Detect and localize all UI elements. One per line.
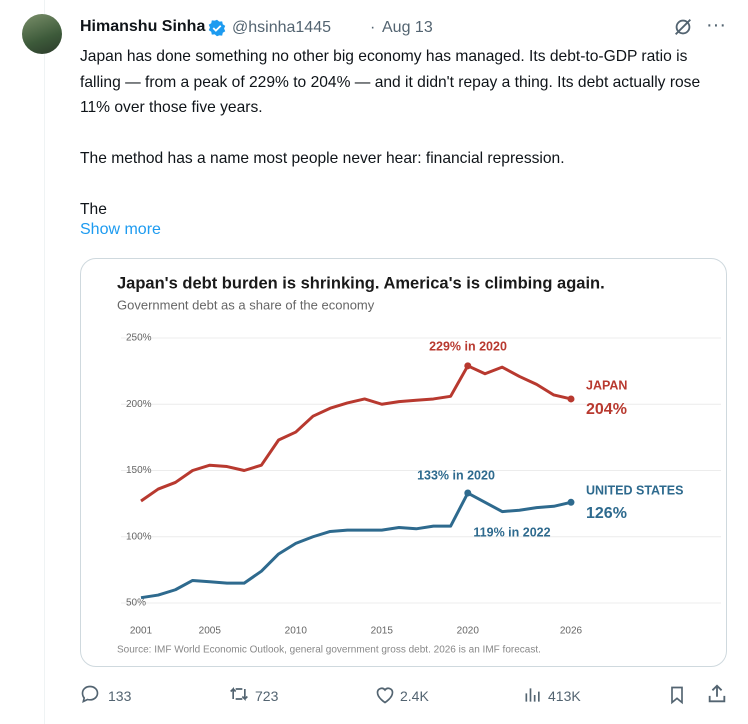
reply-count[interactable]: 133 bbox=[108, 688, 132, 704]
chart: Japan's debt burden is shrinking. Americ… bbox=[117, 274, 721, 656]
author-handle[interactable]: @hsinha1445 bbox=[232, 19, 331, 36]
paragraph: The method has a name most people never … bbox=[80, 150, 565, 167]
post-text: Japan has done something no other big ec… bbox=[80, 44, 720, 248]
avatar[interactable] bbox=[22, 14, 62, 54]
point-marker bbox=[567, 498, 575, 506]
grok-icon[interactable] bbox=[672, 16, 694, 38]
chart-subtitle: Government debt as a share of the econom… bbox=[117, 297, 375, 312]
point-marker bbox=[464, 489, 472, 497]
x-tick-label: 2020 bbox=[457, 626, 480, 637]
x-tick-label: 2010 bbox=[285, 626, 308, 637]
annotation: 229% in 2020 bbox=[429, 339, 507, 353]
repost-count[interactable]: 723 bbox=[255, 688, 279, 704]
view-count[interactable]: 413K bbox=[548, 688, 581, 704]
series-line bbox=[140, 364, 572, 503]
share-icon[interactable] bbox=[706, 683, 728, 705]
y-tick-label: 250% bbox=[126, 333, 152, 344]
bookmark-icon[interactable] bbox=[667, 684, 687, 706]
series-label: UNITED STATES bbox=[586, 483, 683, 497]
series-label: JAPAN bbox=[586, 378, 627, 392]
y-tick-label: 50% bbox=[126, 598, 146, 609]
point-marker bbox=[567, 395, 575, 403]
x-tick-label: 2015 bbox=[371, 626, 394, 637]
chart-title: Japan's debt burden is shrinking. Americ… bbox=[117, 274, 605, 292]
verified-badge bbox=[208, 19, 226, 37]
separator: · bbox=[370, 19, 376, 36]
thread-border bbox=[44, 0, 45, 724]
like-count[interactable]: 2.4K bbox=[400, 688, 429, 704]
like-icon[interactable] bbox=[374, 685, 396, 705]
x-tick-label: 2001 bbox=[130, 626, 153, 637]
show-more[interactable]: Show more bbox=[80, 221, 161, 238]
post-date[interactable]: Aug 13 bbox=[382, 19, 433, 36]
x-tick-label: 2026 bbox=[560, 626, 583, 637]
repost-icon[interactable] bbox=[228, 684, 250, 704]
y-tick-label: 150% bbox=[126, 465, 152, 476]
views-icon[interactable] bbox=[523, 685, 543, 705]
x-tick-label: 2005 bbox=[199, 626, 222, 637]
reply-icon[interactable] bbox=[80, 684, 100, 704]
y-tick-label: 100% bbox=[126, 531, 152, 542]
paragraph: Japan has done something no other big ec… bbox=[80, 48, 701, 116]
point-marker bbox=[464, 362, 472, 370]
paragraph: The bbox=[80, 201, 107, 218]
annotation: 119% in 2022 bbox=[473, 525, 550, 539]
annotation: 133% in 2020 bbox=[417, 468, 495, 482]
more-menu[interactable]: ··· bbox=[706, 14, 726, 36]
chart-source: Source: IMF World Economic Outlook, gene… bbox=[117, 645, 541, 656]
annotation: 204% bbox=[586, 401, 627, 418]
author-name[interactable]: Himanshu Sinha bbox=[80, 18, 206, 35]
annotation: 126% bbox=[586, 505, 627, 522]
y-tick-label: 200% bbox=[126, 399, 152, 410]
chart-card[interactable]: Japan's debt burden is shrinking. Americ… bbox=[80, 258, 727, 667]
series-line bbox=[140, 491, 572, 600]
